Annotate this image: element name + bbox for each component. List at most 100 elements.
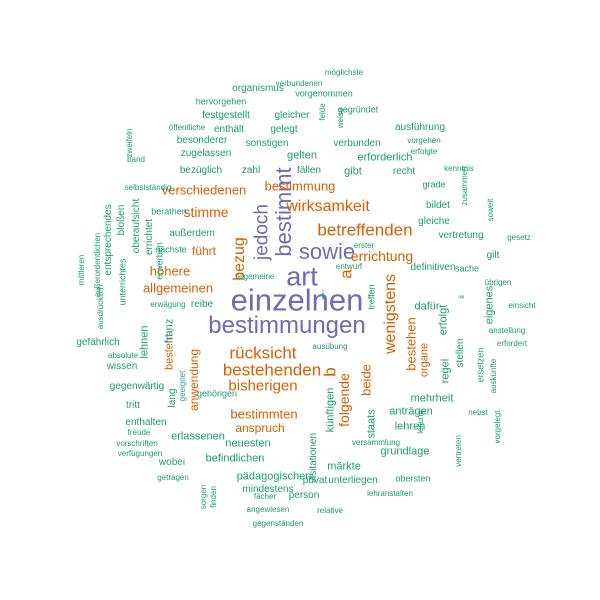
- word: betreffenden: [317, 220, 413, 240]
- word: vorgenommen: [295, 88, 353, 99]
- word: anspruch: [235, 421, 285, 435]
- word: auskünfte: [489, 358, 498, 394]
- word: enthält: [213, 124, 245, 135]
- word: ersetzen: [475, 347, 486, 383]
- word: gesetz: [507, 233, 531, 242]
- word: bloßen: [116, 204, 127, 236]
- word: versammlung: [351, 438, 401, 447]
- word: dafür: [414, 300, 440, 313]
- word: weise: [336, 107, 345, 129]
- word: erfordert: [496, 339, 528, 348]
- word: ausdrücklich: [96, 284, 105, 330]
- word: ii: [457, 295, 466, 299]
- word: lehnen: [138, 325, 151, 359]
- word: mittleren: [77, 254, 86, 286]
- word: allgemeine: [235, 272, 275, 281]
- word: höhere: [149, 263, 191, 279]
- word: erfolgt: [437, 304, 450, 336]
- word: jedoch: [251, 204, 273, 260]
- word: erwägung: [150, 300, 186, 309]
- word: bezüglich: [179, 165, 223, 176]
- word: tritt: [126, 400, 140, 411]
- word: festgestellt: [202, 110, 250, 121]
- word: außerdem: [169, 228, 215, 239]
- word: öffentliche: [168, 123, 206, 132]
- word: vertreten: [454, 435, 463, 467]
- word: ausübung: [312, 342, 348, 351]
- word: unterliegen: [328, 475, 378, 486]
- word: gefährlich: [76, 337, 120, 348]
- word: bestimmung: [264, 178, 336, 194]
- word: vorgehen: [407, 136, 441, 145]
- word: errichtet: [144, 218, 155, 256]
- word: wirksamkeit: [286, 198, 370, 215]
- word: zweifeln: [125, 128, 134, 158]
- word: vorschriften: [116, 439, 158, 448]
- word: leitung: [416, 410, 425, 434]
- word: gibt: [344, 165, 362, 178]
- word: gleiche: [418, 216, 450, 227]
- word: kenntnis: [444, 164, 474, 173]
- word: verbunden: [333, 138, 381, 149]
- word: stellen: [455, 338, 466, 368]
- word: sache: [454, 263, 480, 274]
- word: art: [286, 261, 318, 292]
- word: bildet: [426, 200, 450, 211]
- word: anwendung: [187, 348, 201, 412]
- word: erfolgte: [410, 147, 438, 156]
- word: recht: [392, 166, 416, 177]
- word: fällen: [297, 165, 321, 176]
- word: band: [127, 155, 145, 164]
- word: einsicht: [508, 301, 536, 310]
- word: bestimmten: [230, 406, 298, 422]
- word: organismus: [232, 83, 284, 94]
- word: nächste: [155, 244, 187, 255]
- word: reibe: [190, 299, 214, 310]
- word: gleicher: [274, 110, 310, 121]
- word: privat: [302, 475, 328, 486]
- word: wenigstens: [382, 273, 399, 355]
- word: definitiven: [410, 262, 456, 273]
- word: sonstigen: [245, 138, 289, 149]
- word: person: [288, 490, 320, 501]
- word: märkte: [327, 460, 361, 473]
- word: pädagogischen: [236, 470, 312, 483]
- word: grundlage: [380, 445, 430, 458]
- word: organe: [418, 342, 431, 378]
- word: sorgen: [199, 484, 208, 510]
- word: treffen: [366, 284, 377, 310]
- word: mehrheit: [410, 392, 454, 405]
- word: freude: [127, 428, 151, 437]
- word: wobei: [158, 457, 186, 468]
- word: sowie: [298, 239, 356, 264]
- word: relative: [317, 506, 343, 515]
- word: absolute: [107, 351, 139, 360]
- word: zugelassen: [180, 148, 232, 159]
- word: vertretung: [438, 230, 484, 241]
- word: gegründet: [337, 104, 379, 115]
- word: gelegt: [270, 124, 298, 135]
- word: getragen: [157, 473, 189, 482]
- word: zusammen: [460, 166, 469, 206]
- word: folgende: [336, 373, 352, 427]
- word: wissen: [106, 361, 138, 372]
- word: gegenwärtig: [109, 381, 165, 392]
- word: entwurf: [335, 262, 363, 271]
- word: hervorgehen: [195, 96, 247, 107]
- word: selbstständig: [124, 183, 172, 192]
- word: angewiesen: [246, 505, 290, 514]
- word: lehranstalten: [367, 489, 413, 498]
- word: felde: [318, 103, 327, 121]
- word: errichtung: [350, 248, 414, 264]
- word: neuesten: [225, 437, 271, 450]
- word: finden: [209, 486, 218, 508]
- word: verschiedenen: [161, 182, 247, 198]
- word: bestimmungen: [208, 312, 366, 339]
- word: verbundenen: [275, 79, 323, 88]
- word: geeignet: [178, 370, 187, 402]
- word: künftigen: [324, 387, 337, 433]
- word: enthalten: [125, 417, 167, 428]
- word: erster: [353, 241, 375, 250]
- word: anstellung: [488, 326, 526, 335]
